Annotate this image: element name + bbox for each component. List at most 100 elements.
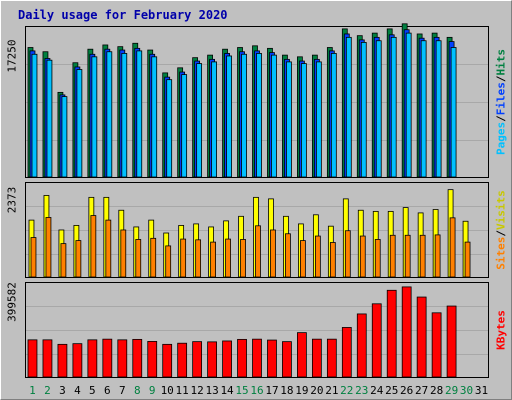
day-tick-label: 24 [370, 384, 384, 397]
pages-bar [330, 53, 337, 178]
kbytes-bar [371, 303, 382, 378]
kbytes-bar [237, 338, 247, 378]
pages-bar [61, 96, 68, 178]
legend-pages: Pages [494, 121, 508, 155]
pages-bar [211, 61, 217, 178]
sites-bar [449, 217, 456, 278]
kbytes-bar [282, 341, 292, 378]
sites-bar [374, 239, 381, 278]
day-tick-label: 16 [250, 384, 263, 397]
day-tick-label: 7 [119, 384, 126, 397]
day-tick-label: 9 [149, 384, 156, 397]
day-tick-label: 26 [400, 384, 413, 397]
kbytes-bar [311, 338, 322, 378]
legend-files: Files [494, 82, 508, 116]
sites-bar [359, 235, 366, 278]
kbytes-bar [341, 327, 352, 378]
kbytes-bar [297, 332, 307, 378]
kbytes-bar [386, 289, 397, 378]
legend-hits: Hits [494, 49, 508, 76]
sites-bar [389, 234, 396, 278]
kbytes-bar [356, 313, 367, 378]
sites-bar [180, 238, 187, 278]
pages-bar [31, 53, 38, 178]
pages-bar [286, 61, 292, 178]
sites-bar [60, 243, 67, 278]
day-tick-label: 23 [355, 384, 368, 397]
day-tick-label: 17 [265, 384, 278, 397]
kbytes-panel-legend: KBytes [491, 280, 511, 380]
pages-bar [106, 51, 113, 178]
day-tick-label: 14 [220, 384, 234, 397]
day-tick-label: 5 [89, 384, 96, 397]
day-tick-label: 20 [310, 384, 323, 397]
day-tick-label: 22 [340, 384, 353, 397]
kbytes-bar [446, 305, 457, 378]
sites-bar [344, 230, 351, 278]
day-tick-label: 6 [104, 384, 111, 397]
kbytes-bar [207, 341, 217, 378]
sites-bar [404, 234, 411, 278]
pages-bar [256, 53, 262, 178]
kbytes-bar [102, 338, 113, 378]
day-tick-label: 31 [475, 384, 488, 397]
sites-bar [120, 229, 127, 278]
sites-bar [419, 234, 426, 278]
sites-bar [225, 238, 231, 278]
pages-bar [166, 79, 173, 178]
kbytes-axis-max: 399582 [5, 282, 19, 322]
pages-bar [450, 47, 457, 178]
kbytes-bar [431, 312, 442, 378]
pages-bar [435, 40, 442, 178]
day-tick-label: 13 [205, 384, 218, 397]
sites-bar [285, 233, 291, 278]
sites-bar [314, 235, 321, 278]
day-tick-label: 27 [415, 384, 428, 397]
pages-bar [181, 74, 188, 178]
kbytes-bar [27, 339, 38, 378]
pages-bar [196, 63, 203, 178]
sites-bar [434, 234, 441, 278]
day-tick-label: 1 [29, 384, 36, 397]
legend-visits: Visits [494, 190, 508, 230]
day-tick-label: 30 [460, 384, 473, 397]
pages-bar [375, 40, 382, 178]
day-tick-label: 21 [325, 384, 338, 397]
sites-bar [135, 239, 142, 278]
legend-kbytes: KBytes [494, 310, 508, 350]
hits-panel-legend: Pages/Files/Hits [494, 49, 508, 155]
kbytes-bar [162, 343, 173, 378]
sites-bar [105, 219, 112, 278]
day-tick-label: 28 [430, 384, 443, 397]
pages-bar [315, 61, 322, 178]
kbytes-bar [42, 339, 53, 378]
kbytes-bar [132, 338, 143, 378]
pages-bar [420, 40, 427, 178]
pages-bar [360, 42, 367, 178]
day-tick-label: 2 [44, 384, 51, 397]
pages-bar [301, 63, 307, 178]
day-tick-label: 29 [445, 384, 458, 397]
pages-bar [241, 53, 247, 178]
visits-axis-max: 2373 [5, 186, 19, 214]
pages-bar [136, 50, 143, 178]
pages-bar [121, 53, 128, 178]
kbytes-bar [72, 343, 83, 378]
kbytes-bar [57, 343, 68, 378]
day-tick-label: 4 [74, 384, 81, 397]
kbytes-bar [177, 342, 188, 378]
sites-bar [150, 237, 157, 278]
kbytes-bar [401, 286, 412, 378]
sites-bar [210, 241, 216, 278]
sites-bar [30, 237, 37, 278]
pages-bar [345, 36, 352, 178]
kbytes-bar [192, 341, 203, 378]
kbytes-bar [117, 339, 128, 378]
kbytes-bar [416, 296, 427, 378]
sites-bar [90, 215, 97, 278]
pages-bar [405, 32, 412, 178]
day-tick-label: 25 [385, 384, 398, 397]
sites-bar [300, 240, 306, 278]
pages-bar [390, 36, 397, 178]
